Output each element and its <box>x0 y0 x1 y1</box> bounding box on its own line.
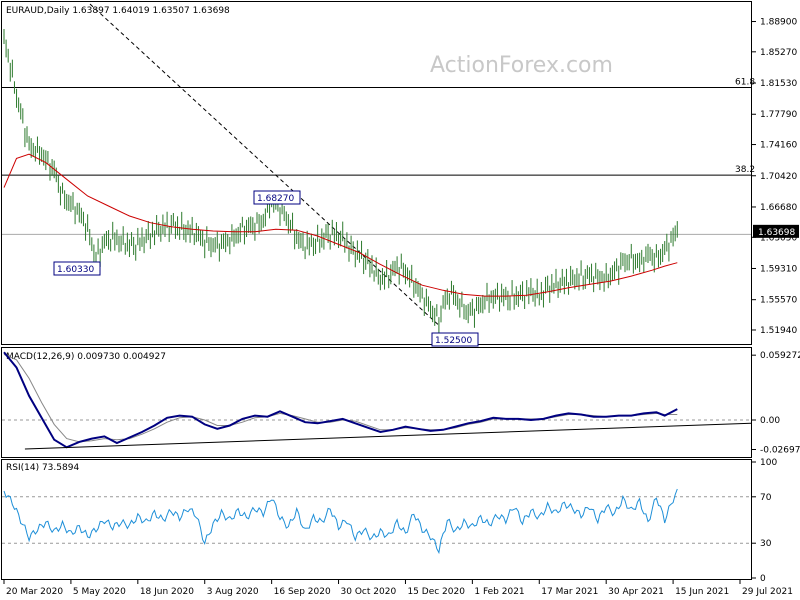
price-y-label: 1.81530 <box>760 79 797 89</box>
annotation-label: 1.52500 <box>435 336 472 346</box>
macd-y-label: 0.059272 <box>760 351 800 361</box>
rsi-line <box>3 488 678 555</box>
price-y-label: 1.51940 <box>760 326 797 336</box>
macd-signal-line <box>3 353 678 443</box>
x-tick-label: 30 Oct 2020 <box>341 587 397 597</box>
rsi-y-label: 100 <box>760 458 777 468</box>
rsi-y-axis: 100 70 30 0 <box>752 458 777 584</box>
price-y-label: 1.77790 <box>760 110 797 120</box>
rsi-panel-frame <box>1 459 752 580</box>
moving-average-line <box>3 153 678 297</box>
price-panel: ActionForex.com EURAUD,Daily 1.63897 1.6… <box>1 1 799 347</box>
price-y-label: 1.66680 <box>760 203 797 213</box>
rsi-y-label: 30 <box>760 539 772 549</box>
x-tick-label: 5 May 2020 <box>73 587 126 597</box>
macd-title: MACD(12,26,9) 0.009730 0.004927 <box>6 352 166 362</box>
price-y-label: 1.55570 <box>760 296 797 306</box>
rsi-title: RSI(14) 73.5894 <box>6 463 79 473</box>
rsi-y-label: 0 <box>760 574 766 584</box>
annotation-box <box>431 332 479 347</box>
x-axis: 20 Mar 2020 5 May 2020 18 Jun 2020 3 Aug 20… <box>3 580 793 597</box>
x-tick-label: 29 Jul 2021 <box>742 587 793 597</box>
fib-level-label: 61.8 <box>735 77 755 87</box>
watermark: ActionForex.com <box>430 53 613 78</box>
macd-line <box>3 351 678 449</box>
last-price-box <box>753 224 799 238</box>
x-tick-label: 17 Mar 2021 <box>541 587 598 597</box>
x-tick-label: 18 Jun 2020 <box>140 587 194 597</box>
annotation-label: 1.60330 <box>57 265 94 275</box>
price-y-label: 1.70420 <box>760 172 797 182</box>
macd-panel: MACD(12,26,9) 0.009730 0.004927 0.059272… <box>1 347 800 458</box>
price-y-axis: 1.88900 1.85270 1.81530 1.77790 1.74160 1.704… <box>752 18 797 336</box>
fib-lines: 61.8 38.2 <box>2 77 755 235</box>
x-tick-label: 20 Mar 2020 <box>6 587 63 597</box>
rsi-y-label: 70 <box>760 493 772 503</box>
x-tick-label: 15 Dec 2020 <box>407 587 465 597</box>
x-tick-label: 1 Feb 2021 <box>474 587 524 597</box>
price-y-label: 1.63050 <box>760 233 797 243</box>
price-annotations: 1.68270 1.60330 1.52500 <box>53 190 479 347</box>
x-tick-label: 3 Aug 2020 <box>207 587 259 597</box>
trend-dashed-line <box>89 3 440 326</box>
price-panel-frame <box>1 1 752 345</box>
price-y-label: 1.88900 <box>760 18 797 28</box>
annotation-box <box>253 190 301 205</box>
trend-dashed-segment <box>89 3 440 326</box>
price-y-label: 1.85270 <box>760 48 797 58</box>
macd-y-label: -0.026978 <box>760 446 800 456</box>
macd-y-axis: 0.059272 0.00 -0.026978 <box>2 351 800 456</box>
x-tick-label: 16 Sep 2020 <box>274 587 331 597</box>
macd-trend-line <box>24 422 752 450</box>
rsi-panel: RSI(14) 73.5894 100 70 30 0 <box>1 458 777 584</box>
fib-level-label: 38.2 <box>735 165 755 175</box>
last-price-marker: 1.63698 <box>753 224 799 238</box>
price-y-label: 1.59310 <box>760 264 797 274</box>
price-header: EURAUD,Daily 1.63897 1.64019 1.63507 1.6… <box>6 6 230 16</box>
annotation-label: 1.68270 <box>257 194 294 204</box>
price-y-label: 1.74160 <box>760 141 797 151</box>
price-bars <box>3 29 678 337</box>
x-tick-label: 30 Apr 2021 <box>608 587 664 597</box>
x-tick-label: 15 Jun 2021 <box>675 587 729 597</box>
last-price-label: 1.63698 <box>758 228 795 238</box>
macd-y-label: 0.00 <box>760 416 780 426</box>
rsi-levels <box>2 496 751 544</box>
annotation-box <box>53 261 101 276</box>
